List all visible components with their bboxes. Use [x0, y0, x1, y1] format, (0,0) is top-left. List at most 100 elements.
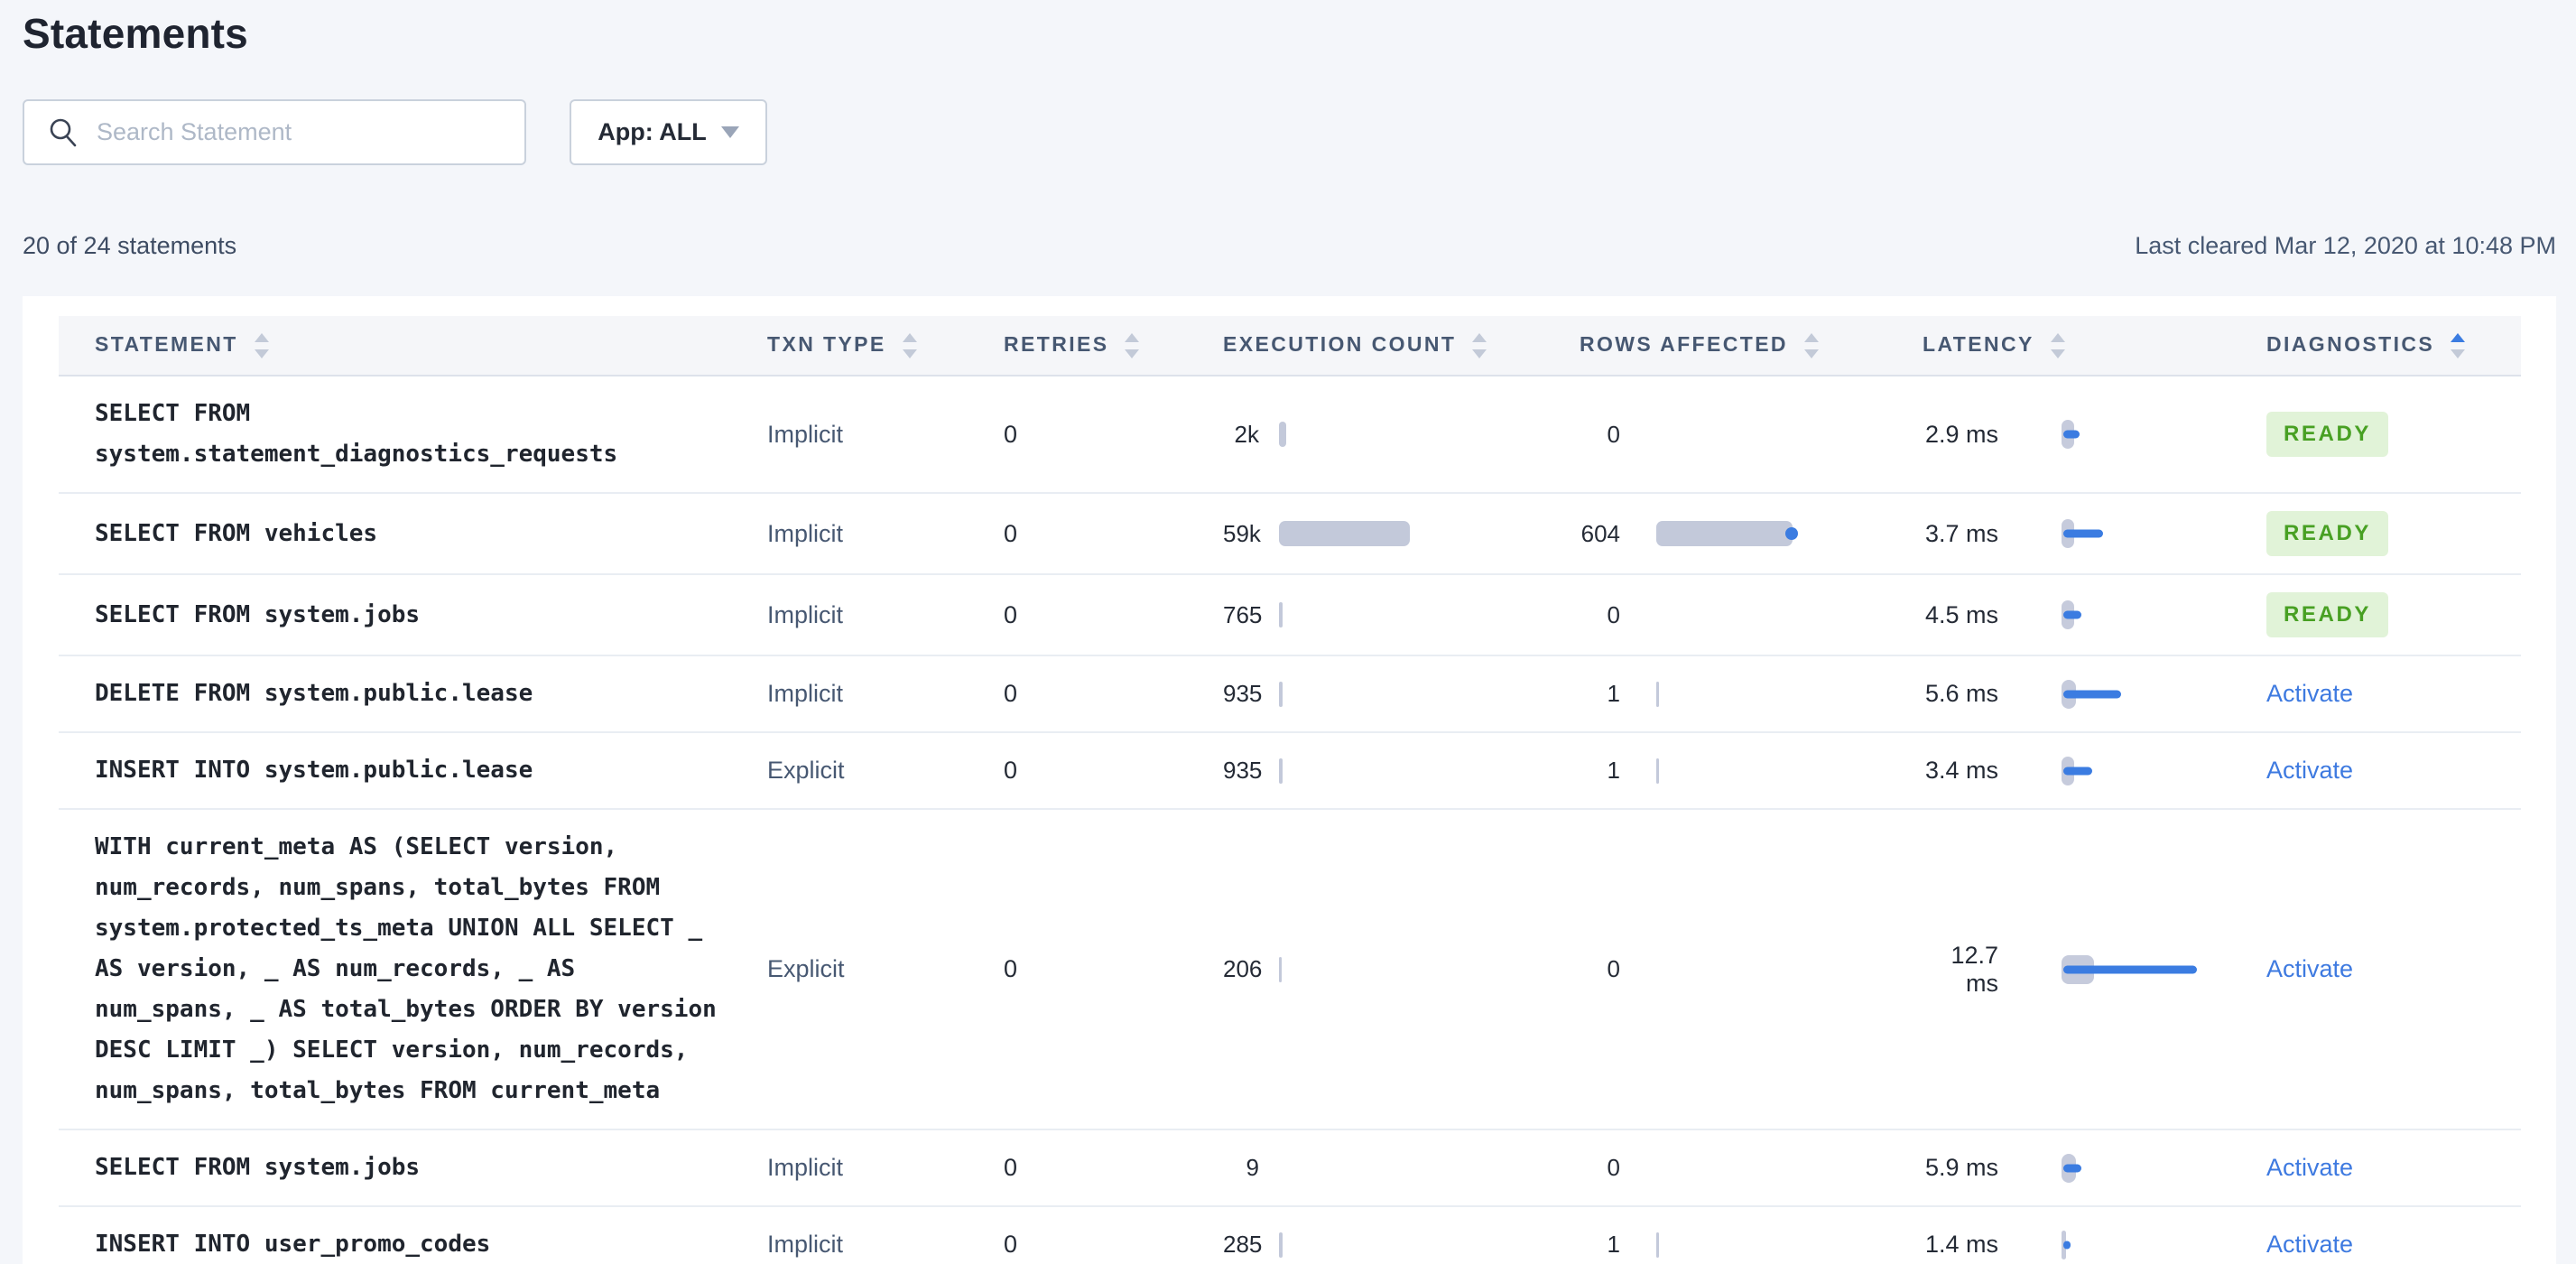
sort-down-icon — [2050, 349, 2065, 358]
txn-type: Implicit — [767, 1231, 844, 1258]
execution-count-value: 285 — [1223, 1231, 1263, 1258]
txn-type: Explicit — [767, 955, 845, 982]
column-header-rows-affected[interactable]: ROWS AFFECTED — [1561, 316, 1904, 376]
execution-count-cell: 2k — [1223, 419, 1561, 450]
execution-count-value: 765 — [1223, 600, 1263, 628]
latency-cell: 12.7 ms — [1923, 942, 2247, 998]
sort-up-icon — [1803, 332, 1819, 342]
rows-affected-cell: 1 — [1580, 1230, 1904, 1260]
column-header-statement[interactable]: STATEMENT — [59, 316, 749, 376]
sort-down-icon — [1472, 349, 1487, 358]
rows-affected-value: 1 — [1607, 1231, 1620, 1258]
latency-cell: 4.5 ms — [1923, 599, 2247, 630]
diagnostics-ready-badge: READY — [2266, 412, 2389, 457]
search-input[interactable] — [23, 99, 526, 165]
rows-affected-dot — [1785, 527, 1798, 540]
rows-affected-cell: 0 — [1580, 1153, 1904, 1184]
execution-count-bar — [1279, 757, 1283, 784]
sort-down-icon — [254, 349, 269, 358]
execution-count-cell: 206 — [1223, 954, 1561, 985]
activate-diagnostics-link[interactable]: Activate — [2266, 955, 2354, 982]
rows-affected-bar — [1656, 1231, 1659, 1258]
execution-count-value: 935 — [1223, 757, 1263, 784]
activate-diagnostics-link[interactable]: Activate — [2266, 1154, 2354, 1181]
execution-count-bar — [1279, 1231, 1283, 1258]
statement-text[interactable]: INSERT INTO system.public.lease — [95, 757, 533, 784]
rows-affected-value: 1 — [1607, 680, 1620, 707]
retries-count: 0 — [1004, 420, 1018, 448]
latency-cell: 1.4 ms — [1923, 1230, 2247, 1260]
rows-affected-cell: 1 — [1580, 679, 1904, 710]
retries-count: 0 — [1004, 1231, 1018, 1258]
last-cleared-text: Last cleared Mar 12, 2020 at 10:48 PM — [2135, 232, 2556, 259]
rows-affected-value: 1 — [1607, 757, 1620, 784]
page-title: Statements — [23, 10, 248, 57]
latency-bar — [2063, 529, 2103, 538]
execution-count-bar — [1279, 521, 1410, 546]
execution-count-bar — [1279, 956, 1282, 982]
statement-text[interactable]: SELECT FROM system.jobs — [95, 1154, 421, 1181]
statement-text[interactable]: INSERT INTO user_promo_codes — [95, 1231, 491, 1258]
execution-count-value: 9 — [1246, 1154, 1259, 1181]
activate-diagnostics-link[interactable]: Activate — [2266, 757, 2354, 784]
execution-count-bar — [1279, 422, 1286, 447]
txn-type: Implicit — [767, 680, 844, 707]
column-header-txn-type[interactable]: TXN TYPE — [749, 316, 984, 376]
rows-affected-bar — [1656, 681, 1659, 707]
latency-bar — [2063, 767, 2092, 775]
column-header-diagnostics[interactable]: DIAGNOSTICS — [2247, 316, 2521, 376]
rows-affected-cell: 0 — [1580, 599, 1904, 630]
txn-type: Implicit — [767, 1154, 844, 1181]
statements-page: Statements App: ALL 20 of 24 statements … — [0, 9, 2576, 1264]
latency-value: 5.6 ms — [1924, 680, 1998, 707]
rows-affected-cell: 0 — [1580, 419, 1904, 450]
sort-down-icon — [1125, 349, 1140, 358]
latency-value: 4.5 ms — [1924, 600, 1998, 628]
table-row: SELECT FROM system.statement_diagnostics… — [59, 376, 2521, 494]
statement-text[interactable]: SELECT FROM system.statement_diagnostics… — [95, 400, 618, 468]
rows-affected-value: 0 — [1607, 420, 1620, 448]
latency-value: 2.9 ms — [1924, 420, 1998, 448]
table-row: WITH current_meta AS (SELECT version, nu… — [59, 809, 2521, 1130]
sort-up-icon — [1125, 332, 1140, 342]
statement-text[interactable]: SELECT FROM vehicles — [95, 519, 378, 547]
sort-up-icon — [1472, 332, 1487, 342]
latency-cell: 3.4 ms — [1923, 756, 2247, 786]
table-header-row: STATEMENT TXN TYPE RETRIES EXECUTION COU… — [59, 316, 2521, 376]
column-header-execution-count[interactable]: EXECUTION COUNT — [1205, 316, 1561, 376]
latency-bar — [2063, 610, 2081, 619]
sort-up-icon — [2050, 332, 2065, 342]
latency-bar — [2063, 1164, 2081, 1172]
sort-down-icon — [902, 349, 917, 358]
activate-diagnostics-link[interactable]: Activate — [2266, 1231, 2354, 1258]
sort-down-icon — [2451, 349, 2466, 358]
latency-cell: 5.9 ms — [1923, 1153, 2247, 1184]
search-box — [23, 99, 526, 165]
latency-bar — [2063, 965, 2197, 973]
rows-affected-bar — [1656, 757, 1659, 784]
activate-diagnostics-link[interactable]: Activate — [2266, 680, 2354, 707]
txn-type: Implicit — [767, 420, 844, 448]
retries-count: 0 — [1004, 680, 1018, 707]
latency-value: 3.4 ms — [1924, 757, 1998, 784]
rows-affected-cell: 0 — [1580, 954, 1904, 985]
statement-text[interactable]: SELECT FROM system.jobs — [95, 600, 421, 628]
retries-count: 0 — [1004, 757, 1018, 784]
statement-text[interactable]: WITH current_meta AS (SELECT version, nu… — [95, 833, 717, 1104]
execution-count-cell: 9 — [1223, 1153, 1561, 1184]
statements-table-card: STATEMENT TXN TYPE RETRIES EXECUTION COU… — [23, 296, 2556, 1264]
statement-text[interactable]: DELETE FROM system.public.lease — [95, 680, 533, 707]
rows-affected-value: 604 — [1580, 519, 1620, 547]
filter-bar: App: ALL — [23, 99, 2556, 165]
column-header-latency[interactable]: LATENCY — [1904, 316, 2247, 376]
execution-count-value: 2k — [1234, 420, 1259, 448]
sort-down-icon — [1803, 349, 1819, 358]
txn-type: Explicit — [767, 757, 845, 784]
app-filter-button[interactable]: App: ALL — [570, 99, 767, 165]
table-row: INSERT INTO system.public.lease Explicit… — [59, 732, 2521, 810]
sort-up-icon — [254, 332, 269, 342]
column-header-retries[interactable]: RETRIES — [984, 316, 1205, 376]
sort-up-icon — [902, 332, 917, 342]
table-row: SELECT FROM vehicles Implicit 0 59k 604 … — [59, 493, 2521, 575]
table-row: SELECT FROM system.jobs Implicit 0 9 0 5… — [59, 1129, 2521, 1207]
